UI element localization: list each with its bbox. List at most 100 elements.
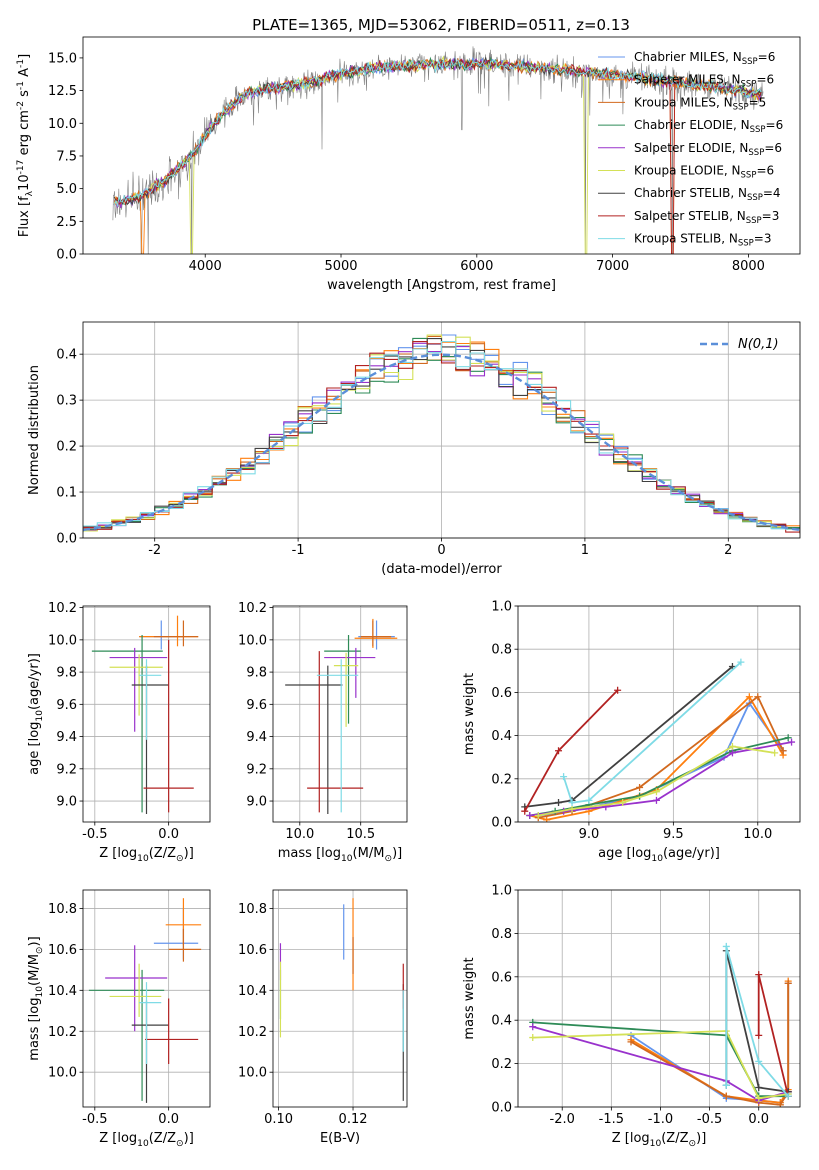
y-tick-label: 0.4 [491, 729, 512, 744]
y-tick-label: 10.6 [238, 943, 267, 958]
y-axis-label: mass weight [462, 673, 477, 755]
point-marker [568, 799, 576, 807]
series-kroupa-elodie [538, 745, 775, 817]
y-tick-label: 9.8 [246, 666, 267, 681]
point-marker [526, 812, 534, 820]
point-marker [771, 749, 779, 757]
series-kroupa-miles [630, 983, 790, 1106]
spectrum-model-kroupa-stelib [113, 58, 762, 208]
y-tick-label: 15.0 [48, 51, 77, 66]
y-tick-label: 10.0 [238, 633, 267, 648]
legend-entry: Chabrier MILES, NSSP=6 [634, 50, 775, 67]
point-marker [543, 816, 551, 822]
errorbar-kroupa-elodie [109, 963, 162, 1017]
axes-frame [82, 36, 801, 255]
y-tick-label: 0.8 [491, 643, 512, 658]
y-tick-label: 10.0 [48, 1066, 77, 1081]
point-marker [728, 742, 736, 750]
y-tick-label: 0.6 [491, 686, 512, 701]
plot-area [91, 615, 199, 814]
point-marker [534, 812, 542, 820]
chart-massweight_vs_Z: -2.0 -1.5 -1.0 -0.5 0.0 0.0 0.2 0.4 0.6 0.8 1.0 Z [… [462, 884, 801, 1149]
y-tick-label: 10.6 [48, 943, 77, 958]
y-tick-label: 9.4 [246, 730, 267, 745]
point-marker [776, 1101, 784, 1107]
y-axis-label: age [log10​(age/yr)] [27, 653, 45, 775]
x-tick-label: 0.12 [339, 1112, 368, 1127]
x-tick-label: -2 [148, 543, 161, 558]
point-marker [529, 1023, 537, 1031]
point-marker [728, 749, 736, 757]
y-tick-label: 1.0 [491, 884, 512, 899]
errorbar-kroupa-elodie [333, 652, 359, 727]
plot-area [279, 898, 404, 1101]
x-tick-label: 0 [437, 543, 445, 558]
plot-area [285, 618, 398, 814]
y-axis-label: Normed distribution [27, 365, 42, 495]
legend-entry: Salpeter ELODIE, NSSP=6 [634, 141, 782, 158]
point-marker [614, 686, 622, 694]
y-tick-label: 10.8 [48, 902, 77, 917]
point-marker [568, 805, 576, 813]
errorbar-kroupa-miles [168, 928, 202, 962]
y-tick-label: 10.2 [238, 1025, 267, 1040]
y-tick-label: 0.1 [56, 486, 77, 501]
legend-entry: Kroupa STELIB, NSSP=3 [634, 232, 772, 249]
y-tick-label: 9.4 [56, 730, 77, 745]
series-kroupa-stelib [725, 946, 789, 1097]
point-marker [722, 942, 730, 950]
legend-entry: Salpeter MILES, NSSP=6 [634, 73, 774, 90]
x-tick-label: -0.5 [697, 1112, 722, 1127]
histogram-kroupa-stelib [83, 340, 800, 533]
point-marker [784, 1092, 792, 1100]
series-kroupa-stelib [562, 661, 742, 804]
errorbar-salpeter-stelib [143, 639, 194, 813]
gaussian-curve [83, 353, 800, 532]
x-axis-label: (data-model)/error [381, 562, 502, 577]
x-tick-label: 0.0 [748, 1112, 769, 1127]
axes-frame [272, 889, 408, 1108]
series-kroupa-elodie [532, 1030, 789, 1100]
axes-frame [82, 605, 211, 823]
plot-area [88, 898, 202, 1103]
x-tick-label: 10.0 [743, 827, 772, 842]
plot-area [529, 942, 792, 1107]
x-tick-label: 0.10 [264, 1112, 293, 1127]
y-tick-label: 0.6 [491, 970, 512, 985]
x-tick-label: -1.5 [599, 1112, 624, 1127]
y-tick-label: 10.0 [48, 633, 77, 648]
chart-massweight_vs_age: 9.0 9.5 10.0 0.0 0.2 0.4 0.6 0.8 1.0 age [log10​(… [462, 600, 801, 864]
point-marker [627, 1038, 635, 1046]
x-axis-label: Z [log10​(Z/Z⊙​)] [99, 846, 194, 864]
x-tick-label: 4000 [189, 259, 222, 274]
x-tick-label: -1 [292, 543, 305, 558]
y-tick-label: 9.2 [56, 762, 77, 777]
point-marker [788, 738, 796, 746]
point-marker [755, 971, 763, 979]
x-axis-label: Z [log10​(Z/Z⊙​)] [612, 1131, 707, 1149]
errorbar-salpeter-elodie [105, 945, 168, 1032]
point-marker [521, 807, 529, 815]
point-marker [722, 1081, 730, 1089]
point-marker [755, 1057, 763, 1065]
x-tick-label: 5000 [324, 259, 357, 274]
x-tick-label: 10.0 [285, 827, 314, 842]
x-tick-label: 0.0 [158, 1112, 179, 1127]
errorbar-chabrier-elodie [88, 969, 165, 1101]
y-tick-label: 10.0 [48, 117, 77, 132]
point-marker [652, 788, 660, 796]
y-tick-label: 9.2 [246, 762, 267, 777]
plot-area [521, 658, 796, 822]
errorbar-kroupa-stelib [316, 659, 359, 813]
errorbar-salpeter-stelib [307, 651, 364, 813]
y-tick-label: 9.6 [246, 698, 267, 713]
y-tick-label: 5.0 [56, 182, 77, 197]
y-axis-label: Flux [fλ​10-17​ erg cm-2​ s-1​ A-1​] [16, 54, 35, 237]
point-marker [745, 693, 753, 701]
errorbar-chabrier-elodie [91, 635, 163, 813]
x-axis-label: wavelength [Angstrom, rest frame] [327, 278, 556, 293]
x-axis-label: age [log10​(age/yr)] [598, 846, 720, 864]
y-tick-label: 10.2 [48, 1025, 77, 1040]
y-tick-label: 1.0 [491, 600, 512, 615]
chart-residuals: -2 -1 0 1 2 0.0 0.1 0.2 0.3 0.4 (data-model)/error… [27, 321, 801, 577]
